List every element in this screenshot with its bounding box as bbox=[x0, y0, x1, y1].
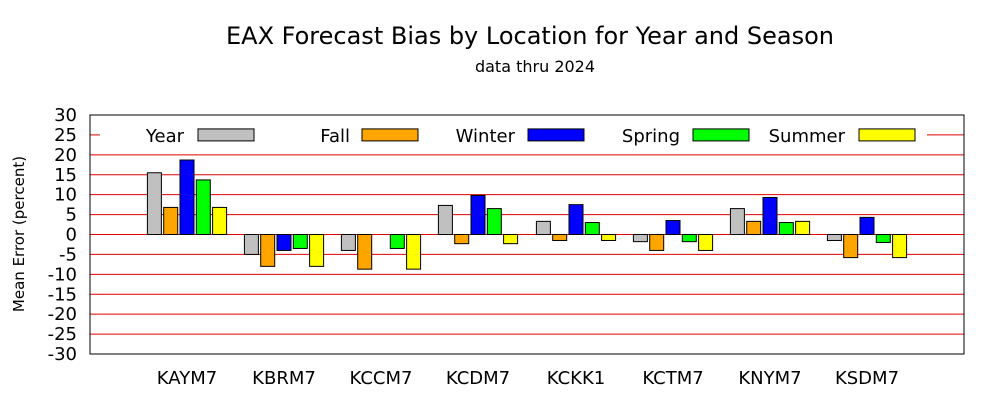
bar bbox=[552, 234, 568, 241]
x-tick-label: KCTM7 bbox=[642, 368, 703, 389]
x-tick-label: KCDM7 bbox=[446, 368, 510, 389]
x-tick-label: KNYM7 bbox=[738, 368, 801, 389]
y-tick-label: 5 bbox=[66, 205, 77, 226]
plot-frame bbox=[89, 114, 965, 355]
legend-label: Fall bbox=[320, 126, 350, 147]
legend-label: Winter bbox=[456, 126, 516, 147]
bar bbox=[762, 196, 778, 235]
legend-swatch bbox=[361, 128, 419, 142]
legend-label: Year bbox=[145, 126, 185, 147]
legend-swatch bbox=[858, 128, 916, 142]
bar bbox=[503, 234, 519, 245]
y-tick-label: -5 bbox=[59, 244, 77, 265]
bar bbox=[406, 234, 422, 270]
bar bbox=[665, 220, 681, 236]
bar bbox=[260, 234, 276, 267]
bar bbox=[778, 222, 794, 236]
bar bbox=[163, 206, 179, 235]
bar bbox=[454, 234, 470, 245]
bar bbox=[859, 216, 875, 236]
y-tick-label: -25 bbox=[48, 324, 77, 345]
bar bbox=[601, 234, 617, 241]
x-tick-label: KSDM7 bbox=[835, 368, 899, 389]
bar bbox=[584, 222, 600, 236]
bar bbox=[632, 234, 648, 243]
y-tick-label: 15 bbox=[54, 165, 77, 186]
y-tick-label: -20 bbox=[48, 304, 77, 325]
y-axis-label: Mean Error (percent) bbox=[10, 156, 28, 312]
legend-label: Spring bbox=[622, 126, 680, 147]
x-tick-label: KCCM7 bbox=[350, 368, 413, 389]
bar bbox=[276, 234, 292, 251]
bar bbox=[729, 208, 745, 236]
y-tick-label: -15 bbox=[48, 284, 77, 305]
bar bbox=[357, 234, 373, 270]
chart-title: EAX Forecast Bias by Location for Year a… bbox=[226, 22, 834, 50]
y-tick-label: -30 bbox=[48, 344, 77, 365]
grid-lines bbox=[90, 134, 964, 335]
bars bbox=[146, 159, 908, 270]
bar bbox=[843, 234, 859, 259]
y-tick-label: 20 bbox=[54, 145, 77, 166]
bar bbox=[243, 234, 259, 255]
y-tick-label: 30 bbox=[54, 105, 77, 126]
bar bbox=[698, 234, 714, 251]
bar bbox=[649, 234, 665, 251]
bar bbox=[179, 159, 195, 236]
bar bbox=[892, 234, 908, 259]
legend-swatch bbox=[692, 128, 750, 142]
x-tick-label: KCKK1 bbox=[547, 368, 605, 389]
bar bbox=[212, 206, 228, 235]
bar bbox=[826, 234, 842, 241]
bar bbox=[875, 234, 891, 243]
legend-swatch bbox=[197, 128, 255, 142]
chart-subtitle: data thru 2024 bbox=[475, 57, 595, 76]
bar bbox=[486, 208, 502, 236]
legend: Year Fall Winter Spring Summer bbox=[145, 126, 916, 147]
legend-label: Summer bbox=[769, 126, 846, 147]
y-tick-label: 0 bbox=[66, 225, 77, 246]
bar bbox=[746, 220, 762, 235]
bar bbox=[681, 234, 697, 243]
legend-swatch bbox=[527, 128, 585, 142]
bar bbox=[146, 172, 162, 235]
bar bbox=[437, 204, 453, 235]
y-tick-label: 10 bbox=[54, 185, 77, 206]
bar bbox=[795, 220, 811, 235]
x-tick-labels: KAYM7 KBRM7 KCCM7 KCDM7 KCKK1 KCTM7 KNYM7 KSDM7 bbox=[157, 368, 899, 389]
bar bbox=[535, 220, 551, 235]
x-tick-label: KAYM7 bbox=[157, 368, 217, 389]
y-tick-label: -10 bbox=[48, 264, 77, 285]
bar bbox=[568, 204, 584, 235]
y-tick-label: 25 bbox=[54, 125, 77, 146]
bar bbox=[389, 234, 405, 249]
bar bbox=[292, 234, 308, 249]
x-tick-label: KBRM7 bbox=[252, 368, 316, 389]
bar bbox=[340, 234, 356, 251]
bar bbox=[470, 194, 486, 235]
bar bbox=[309, 234, 325, 267]
bar bbox=[195, 179, 211, 235]
